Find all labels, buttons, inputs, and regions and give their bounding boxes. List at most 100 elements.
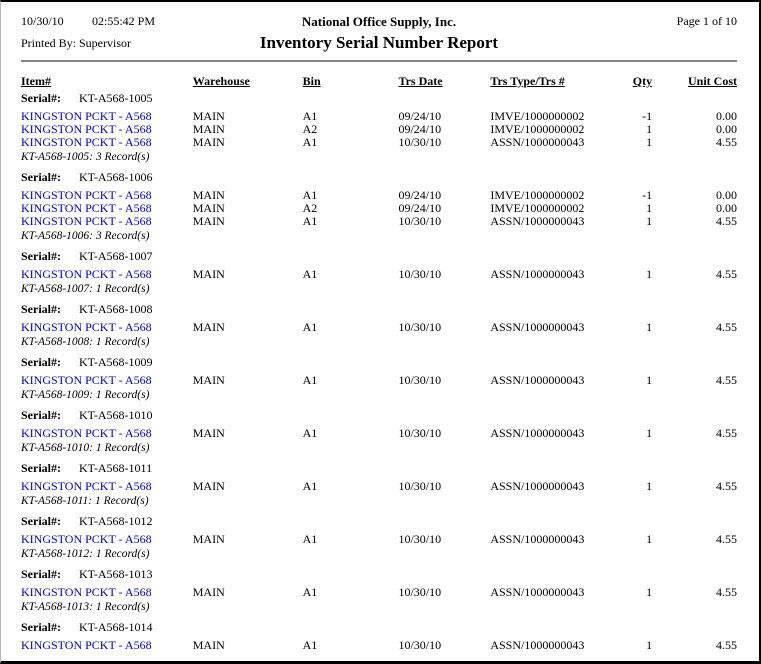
trs-date-cell: 10/30/10 <box>398 426 442 440</box>
warehouse-cell: MAIN <box>192 201 225 215</box>
bin-cell: A1 <box>302 373 318 387</box>
trs-type-cell: ASSN/1000000043 <box>490 320 585 334</box>
unit-cost-cell: 0.00 <box>716 109 737 123</box>
report-date: 10/30/10 <box>21 14 64 28</box>
bin-cell: A1 <box>302 135 318 149</box>
record-count-summary: KT-A568-1010: 1 Record(s) <box>21 442 150 454</box>
trs-type-cell: ASSN/1000000043 <box>490 479 585 493</box>
transaction-row: KINGSTON PCKT - A568 MAIN A1 10/30/10 AS… <box>21 268 737 281</box>
transaction-rows: KINGSTON PCKT - A568 MAIN A1 10/30/10 AS… <box>21 374 737 387</box>
bin-cell: A2 <box>302 201 318 215</box>
item-link[interactable]: KINGSTON PCKT - A568 <box>21 479 152 493</box>
serial-number-label: Serial#: <box>21 514 61 528</box>
item-link[interactable]: KINGSTON PCKT - A568 <box>21 532 152 546</box>
trs-type-cell: ASSN/1000000043 <box>490 267 585 281</box>
unit-cost-cell: 4.55 <box>716 267 737 281</box>
trs-type-cell: IMVE/1000000002 <box>490 122 585 136</box>
item-link[interactable]: KINGSTON PCKT - A568 <box>21 267 152 281</box>
unit-cost-cell: 4.55 <box>716 638 737 652</box>
bin-cell: A1 <box>302 214 318 228</box>
serial-group: Serial#: KT-A568-1010 KINGSTON PCKT - A5… <box>21 409 737 455</box>
item-link[interactable]: KINGSTON PCKT - A568 <box>21 585 152 599</box>
item-link[interactable]: KINGSTON PCKT - A568 <box>21 135 152 149</box>
qty-cell: 1 <box>646 201 653 215</box>
serial-header: Serial#: KT-A568-1008 <box>21 303 737 316</box>
transaction-row: KINGSTON PCKT - A568 MAIN A1 10/30/10 AS… <box>21 639 737 652</box>
transaction-rows: KINGSTON PCKT - A568 MAIN A1 10/30/10 AS… <box>21 533 737 546</box>
serial-number-label: Serial#: <box>21 249 61 263</box>
trs-date-cell: 10/30/10 <box>398 638 442 652</box>
transaction-row: KINGSTON PCKT - A568 MAIN A2 09/24/10 IM… <box>21 123 737 136</box>
unit-cost-cell: 4.55 <box>716 214 737 228</box>
trs-type-cell: IMVE/1000000002 <box>490 109 585 123</box>
trs-date-cell: 10/30/10 <box>398 267 442 281</box>
item-link[interactable]: KINGSTON PCKT - A568 <box>21 320 152 334</box>
warehouse-cell: MAIN <box>192 426 225 440</box>
transaction-row: KINGSTON PCKT - A568 MAIN A1 10/30/10 AS… <box>21 533 737 546</box>
item-link[interactable]: KINGSTON PCKT - A568 <box>21 109 152 123</box>
serial-number-label: Serial#: <box>21 302 61 316</box>
serial-number-value: KT-A568-1013 <box>79 567 153 581</box>
serial-number-value: KT-A568-1005 <box>79 91 153 105</box>
warehouse-cell: MAIN <box>192 109 225 123</box>
transaction-rows: KINGSTON PCKT - A568 MAIN A1 10/30/10 AS… <box>21 586 737 599</box>
trs-type-cell: IMVE/1000000002 <box>490 188 585 202</box>
serial-group: Serial#: KT-A568-1009 KINGSTON PCKT - A5… <box>21 356 737 402</box>
serial-header: Serial#: KT-A568-1005 <box>21 92 737 105</box>
warehouse-cell: MAIN <box>192 214 225 228</box>
item-link[interactable]: KINGSTON PCKT - A568 <box>21 201 152 215</box>
unit-cost-cell: 0.00 <box>716 201 737 215</box>
qty-cell: 1 <box>646 214 653 228</box>
warehouse-cell: MAIN <box>192 532 225 546</box>
record-count-summary: KT-A568-1013: 1 Record(s) <box>21 601 150 613</box>
serial-header: Serial#: KT-A568-1011 <box>21 462 737 475</box>
qty-cell: 1 <box>646 267 653 281</box>
serial-number-value: KT-A568-1014 <box>79 620 153 634</box>
serial-number-value: KT-A568-1012 <box>79 514 153 528</box>
serial-number-label: Serial#: <box>21 461 61 475</box>
serial-group: Serial#: KT-A568-1006 KINGSTON PCKT - A5… <box>21 171 737 243</box>
record-count-summary: KT-A568-1006: 3 Record(s) <box>21 230 150 242</box>
item-link[interactable]: KINGSTON PCKT - A568 <box>21 373 152 387</box>
trs-type-cell: IMVE/1000000002 <box>490 201 585 215</box>
transaction-rows: KINGSTON PCKT - A568 MAIN A1 09/24/10 IM… <box>21 110 737 149</box>
trs-date-cell: 10/30/10 <box>398 585 442 599</box>
company-name: National Office Supply, Inc. <box>301 14 457 29</box>
transaction-row: KINGSTON PCKT - A568 MAIN A1 10/30/10 AS… <box>21 321 737 334</box>
item-link[interactable]: KINGSTON PCKT - A568 <box>21 122 152 136</box>
serial-number-label: Serial#: <box>21 620 61 634</box>
serial-number-value: KT-A568-1008 <box>79 302 153 316</box>
header-divider <box>21 60 737 62</box>
transaction-row: KINGSTON PCKT - A568 MAIN A1 10/30/10 AS… <box>21 215 737 228</box>
trs-date-cell: 09/24/10 <box>398 109 442 123</box>
unit-cost-cell: 4.55 <box>716 373 737 387</box>
column-header-bin: Bin <box>302 74 321 88</box>
item-link[interactable]: KINGSTON PCKT - A568 <box>21 638 152 652</box>
trs-date-cell: 10/30/10 <box>398 135 442 149</box>
bin-cell: A1 <box>302 532 318 546</box>
column-header-qty: Qty <box>632 74 653 88</box>
transaction-rows: KINGSTON PCKT - A568 MAIN A1 10/30/10 AS… <box>21 639 737 652</box>
serial-header: Serial#: KT-A568-1012 <box>21 515 737 528</box>
warehouse-cell: MAIN <box>192 585 225 599</box>
qty-cell: -1 <box>642 188 653 202</box>
serial-header: Serial#: KT-A568-1006 <box>21 171 737 184</box>
item-link[interactable]: KINGSTON PCKT - A568 <box>21 214 152 228</box>
trs-date-cell: 10/30/10 <box>398 214 442 228</box>
item-link[interactable]: KINGSTON PCKT - A568 <box>21 426 152 440</box>
serial-number-label: Serial#: <box>21 408 61 422</box>
serial-group: Serial#: KT-A568-1008 KINGSTON PCKT - A5… <box>21 303 737 349</box>
trs-type-cell: ASSN/1000000043 <box>490 214 585 228</box>
transaction-row: KINGSTON PCKT - A568 MAIN A1 10/30/10 AS… <box>21 586 737 599</box>
trs-date-cell: 09/24/10 <box>398 201 442 215</box>
trs-date-cell: 10/30/10 <box>398 479 442 493</box>
header-center: National Office Supply, Inc. Inventory S… <box>21 14 737 53</box>
item-link[interactable]: KINGSTON PCKT - A568 <box>21 188 152 202</box>
bin-cell: A1 <box>302 267 318 281</box>
record-count-summary: KT-A568-1011: 1 Record(s) <box>21 495 149 507</box>
serial-number-label: Serial#: <box>21 91 61 105</box>
unit-cost-cell: 0.00 <box>716 122 737 136</box>
bin-cell: A1 <box>302 426 318 440</box>
header-left: 10/30/10 02:55:42 PM Printed By: Supervi… <box>21 14 155 51</box>
